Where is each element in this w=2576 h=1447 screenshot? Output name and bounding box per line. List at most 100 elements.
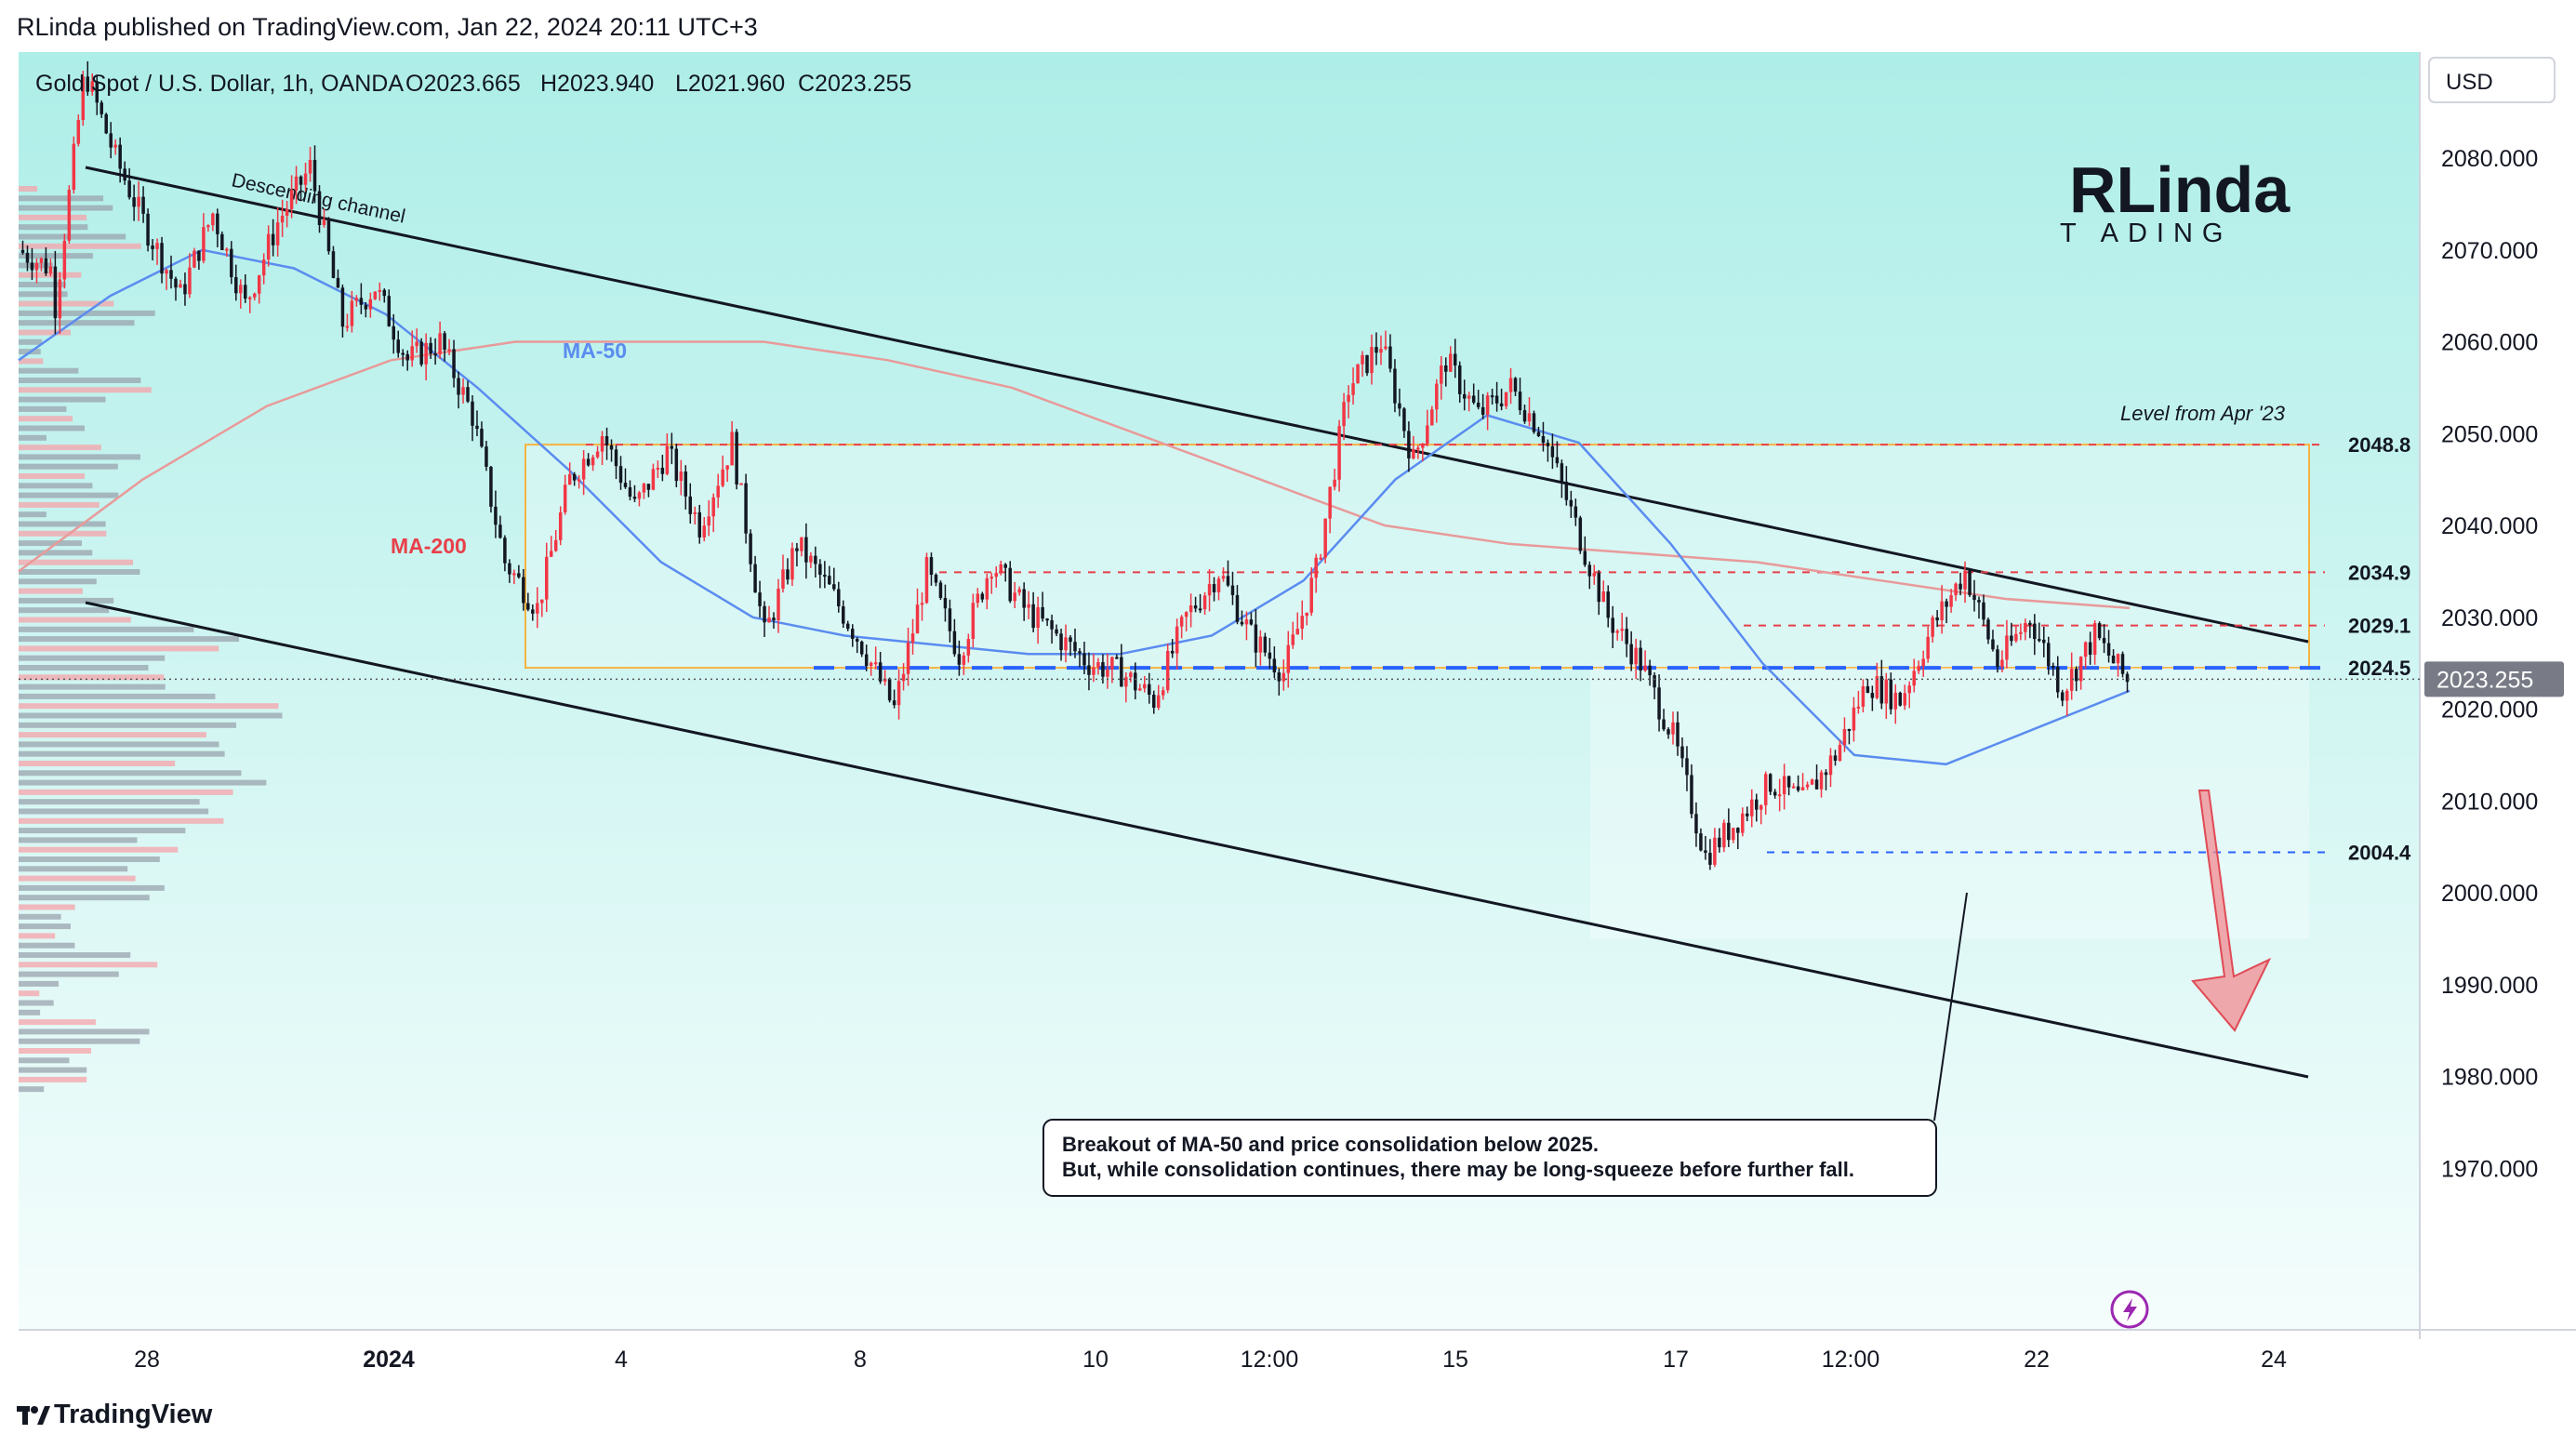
candle-body — [1124, 677, 1128, 687]
candle-body — [1202, 595, 1207, 610]
channel-upper-line — [85, 166, 2309, 644]
level-label: 2024.5 — [2348, 657, 2410, 680]
candle-body — [354, 298, 359, 301]
candle-body — [632, 497, 637, 499]
candle-body — [2074, 669, 2078, 682]
candle-body — [401, 352, 405, 355]
currency-button-label: USD — [2446, 70, 2493, 95]
candle-body — [832, 584, 836, 590]
candle-body — [1361, 354, 1364, 365]
candle-body — [1694, 814, 1698, 834]
candle-body — [1226, 576, 1230, 586]
candle-body — [901, 673, 906, 682]
candle-body — [739, 483, 743, 485]
tradingview-logo-icon — [17, 1406, 50, 1425]
callout-line-1: Breakout of MA-50 and price consolidatio… — [1062, 1133, 1599, 1156]
candle-body — [322, 219, 326, 226]
candle-body — [1741, 813, 1745, 833]
candle-body — [850, 629, 855, 639]
candle-body — [1277, 672, 1281, 682]
candle-body — [536, 603, 539, 614]
candle-body — [503, 538, 507, 564]
candle-body — [206, 225, 210, 228]
candle-body — [485, 446, 488, 467]
candle-body — [1921, 658, 1925, 667]
candle-body — [1940, 601, 1944, 621]
candle-body — [2024, 622, 2027, 632]
currency-button[interactable] — [2428, 57, 2556, 103]
candle-body — [1643, 665, 1647, 671]
candle-body — [1143, 684, 1147, 689]
candle-body — [1690, 775, 1693, 815]
candle-body — [1536, 431, 1541, 436]
candle-body — [169, 270, 173, 279]
y-tick-label: 1990.000 — [2441, 973, 2538, 999]
callout-line-2: But, while consolidation continues, ther… — [1062, 1158, 1854, 1181]
candle-body — [443, 333, 446, 351]
candle-body — [595, 451, 600, 458]
candle-body — [1912, 670, 1916, 686]
candle-body — [1184, 612, 1188, 617]
current-price-tag — [2424, 661, 2564, 697]
candle-body — [716, 485, 720, 498]
candle-body — [1805, 784, 1810, 788]
candle-body — [1773, 791, 1777, 796]
candle-body — [345, 325, 350, 328]
symbol-header-text: L2021.960 — [675, 71, 785, 97]
candle-body — [818, 564, 822, 576]
plot-background — [19, 52, 2420, 1330]
candle-body — [1879, 676, 1884, 704]
candle-body — [1017, 589, 1021, 593]
candle-body — [781, 569, 785, 590]
candle-body — [837, 589, 841, 607]
candle-body — [553, 539, 558, 551]
symbol-header-text: O2023.665 — [405, 71, 521, 97]
candle-body — [1003, 564, 1007, 568]
volume-profile-bar — [19, 952, 131, 958]
candle-body — [1791, 786, 1796, 789]
candle-body — [1713, 837, 1717, 865]
volume-profile-bar — [19, 195, 104, 202]
candle-body — [896, 681, 901, 706]
candle-body — [2116, 654, 2120, 664]
candle-body — [1333, 479, 1336, 487]
candle-body — [1323, 518, 1327, 558]
candle-body — [684, 471, 688, 497]
candle-body — [220, 233, 224, 250]
candle-body — [749, 533, 752, 564]
candle-body — [1926, 636, 1930, 659]
candle-body — [266, 233, 271, 260]
candle-body — [1490, 395, 1494, 398]
candle-body — [1494, 395, 1499, 404]
level-from-apr-label: Level from Apr '23 — [2120, 402, 2286, 425]
candle-body — [1782, 776, 1786, 795]
volume-profile-bar — [19, 942, 75, 949]
candle-body — [1606, 591, 1610, 618]
candle-body — [1078, 651, 1082, 654]
candle-body — [651, 469, 656, 490]
logo-tagline: T ADING — [2060, 219, 2233, 248]
candle-body — [1342, 402, 1346, 427]
candle-body — [1041, 606, 1044, 619]
candle-body — [994, 573, 999, 577]
candle-body — [567, 473, 572, 485]
candle-body — [447, 349, 451, 352]
candle-body — [1398, 403, 1401, 409]
candle-body — [382, 289, 387, 297]
volume-profile-bar — [19, 416, 73, 422]
candle-body — [137, 196, 140, 207]
candle-body — [494, 506, 498, 525]
candle-body — [512, 573, 516, 576]
volume-profile-bar — [19, 799, 200, 805]
candle-body — [230, 248, 233, 278]
candle-body — [1069, 637, 1072, 643]
candle-body — [1587, 564, 1592, 577]
candle-body — [1560, 463, 1564, 482]
candle-body — [62, 240, 67, 280]
candle-body — [790, 548, 794, 580]
candle-body — [772, 617, 776, 620]
candle-body — [25, 252, 30, 263]
candle-body — [526, 603, 530, 610]
candle-body — [1527, 413, 1532, 422]
